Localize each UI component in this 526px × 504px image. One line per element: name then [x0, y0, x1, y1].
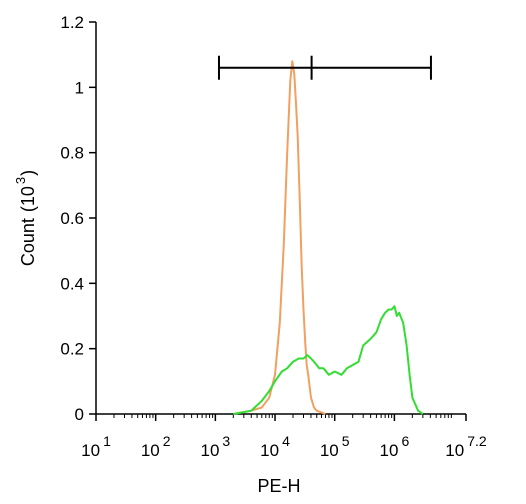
- x-tick-base: 10: [81, 441, 100, 460]
- x-tick-exponent: 1: [103, 433, 111, 449]
- y-tick-label: 1: [75, 78, 84, 97]
- y-tick-label: 0.6: [60, 209, 84, 228]
- y-tick-label: 0.4: [60, 274, 84, 293]
- y-tick-label: 0.2: [60, 340, 84, 359]
- y-axis-unit-exponent: 3: [13, 177, 28, 184]
- y-axis-label-text: Count: [18, 218, 38, 266]
- x-tick-label: 10 6: [380, 433, 410, 460]
- y-tick-label: 1.2: [60, 13, 84, 32]
- x-tick-exponent: 4: [282, 433, 290, 449]
- x-tick-base: 10: [200, 441, 219, 460]
- x-tick-base: 10: [320, 441, 339, 460]
- x-tick-exponent: 2: [163, 433, 171, 449]
- axes: 00.20.40.60.811.210 1 10 2 10 3 10 4 10 5 10 6 10 7.2: [60, 13, 487, 460]
- y-tick-label: 0: [75, 405, 84, 424]
- x-tick-base: 10: [260, 441, 279, 460]
- x-tick-label: 10 5: [320, 433, 350, 460]
- x-axis-label: PE-H: [257, 476, 300, 496]
- axis-labels: PE-H Count (10 3): [13, 170, 301, 496]
- y-axis-label: Count (10 3): [13, 170, 38, 266]
- x-tick-exponent: 5: [342, 433, 350, 449]
- x-tick-base: 10: [445, 441, 464, 460]
- x-tick-exponent: 6: [401, 433, 409, 449]
- x-tick-base: 10: [141, 441, 160, 460]
- x-tick-label: 10 3: [200, 433, 230, 460]
- gate-marker: [217, 55, 432, 80]
- series-group: [233, 60, 424, 415]
- x-tick-label: 10 1: [81, 433, 111, 460]
- x-tick-label: 10 4: [260, 433, 290, 460]
- x-tick-exponent: 3: [222, 433, 230, 449]
- x-tick-exponent: 7.2: [467, 433, 487, 449]
- series-line-0: [233, 60, 326, 415]
- x-tick-label: 10 2: [141, 433, 171, 460]
- series-line-1: [233, 305, 424, 415]
- x-tick-label: 10 7.2: [445, 433, 487, 460]
- y-tick-label: 0.8: [60, 144, 84, 163]
- x-tick-base: 10: [380, 441, 399, 460]
- y-axis-unit: (10: [18, 186, 38, 212]
- y-axis-unit-close: ): [18, 170, 38, 176]
